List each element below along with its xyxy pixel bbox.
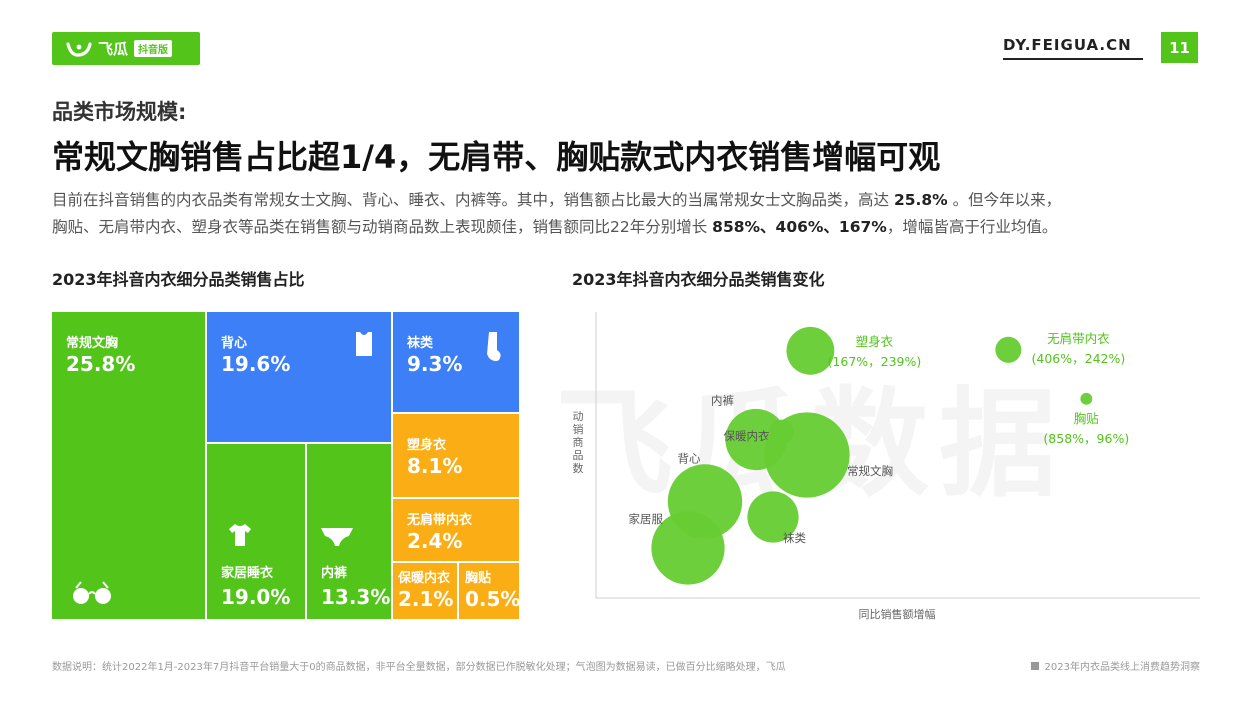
- treemap-cell-thermal: 保暖内衣 2.1%: [393, 563, 457, 619]
- brand-name: 飞瓜: [98, 40, 129, 58]
- footer-note: 数据说明：统计2022年1月-2023年7月抖音平台销量大于0的商品数据，非平台…: [52, 662, 786, 673]
- page-number: 11: [1161, 32, 1198, 63]
- bubble-常规文胸: [764, 412, 850, 498]
- bubble-塑身衣: [786, 326, 835, 375]
- vest-icon: [356, 332, 372, 356]
- cell-value: 19.6%: [221, 352, 291, 376]
- section-subtitle: 品类市场规模:: [52, 100, 187, 124]
- treemap-cell-socks: 袜类 9.3%: [393, 312, 519, 412]
- bubble-label: 内裤: [711, 394, 734, 408]
- bubble-value-label: (858%，96%): [1043, 431, 1129, 446]
- panties-icon: [321, 528, 353, 546]
- cell-value: 8.1%: [407, 454, 463, 478]
- page-title: 常规文胸销售占比超1/4，无肩带、胸贴款式内衣销售增幅可观: [52, 138, 941, 176]
- desc-text: 目前在抖音销售的内衣品类有常规女士文胸、背心、睡衣、内裤等。其中，销售额占比最大…: [52, 191, 894, 209]
- cell-label: 无肩带内衣: [407, 513, 473, 528]
- treemap-cell-shapewear: 塑身衣 8.1%: [393, 414, 519, 497]
- treemap-title: 2023年抖音内衣细分品类销售占比: [52, 270, 305, 289]
- bubble-家居服: [651, 511, 725, 585]
- cell-value: 2.4%: [407, 529, 463, 553]
- cell-value: 2.1%: [398, 587, 454, 611]
- bubble-label: 袜类: [783, 531, 806, 545]
- treemap-cell-pajamas: 家居睡衣 19.0%: [207, 444, 305, 619]
- footer-report: 2023年内衣品类线上消费趋势洞察: [1030, 658, 1200, 673]
- cell-label: 背心: [221, 336, 248, 351]
- cell-label: 保暖内衣: [398, 571, 451, 586]
- desc-text: ，增幅皆高于行业均值。: [886, 218, 1058, 236]
- bubble-label: 塑身衣: [856, 334, 894, 349]
- desc-text: 。但今年以来，: [947, 191, 1062, 209]
- cell-value: 0.5%: [465, 587, 521, 611]
- site-url[interactable]: DY.FEIGUA.CN: [1003, 36, 1143, 60]
- bubble-label: 背心: [678, 452, 701, 466]
- description: 目前在抖音销售的内衣品类有常规女士文胸、背心、睡衣、内裤等。其中，销售额占比最大…: [52, 187, 1202, 241]
- bubble-label: 家居服: [629, 512, 664, 526]
- melon-logo-icon: [66, 41, 92, 57]
- bubble-label: 常规文胸: [847, 464, 893, 478]
- cell-value: 19.0%: [221, 585, 291, 609]
- square-icon: [1030, 661, 1039, 670]
- cell-label: 胸贴: [465, 571, 492, 586]
- bubble-value-label: (167%，239%): [828, 354, 922, 369]
- bubble-label: 无肩带内衣: [1047, 331, 1110, 346]
- cell-label: 家居睡衣: [221, 566, 274, 581]
- sock-icon: [487, 332, 501, 362]
- cell-label: 内裤: [321, 566, 348, 581]
- bubble-label: 胸贴: [1074, 411, 1099, 426]
- treemap-cell-panties: 内裤 13.3%: [307, 444, 391, 619]
- bubble-袜类: [747, 491, 799, 543]
- cell-label: 常规文胸: [66, 336, 119, 351]
- cell-label: 袜类: [407, 336, 434, 351]
- bra-icon: [73, 581, 111, 604]
- bubble-胸贴: [1080, 392, 1093, 405]
- desc-highlight: 25.8%: [893, 191, 948, 209]
- footer-report-title: 2023年内衣品类线上消费趋势洞察: [1044, 662, 1200, 673]
- brand-badge: 抖音版: [134, 40, 173, 57]
- bubble-value-label: (406%，242%): [1032, 351, 1126, 366]
- desc-text: 胸贴、无肩带内衣、塑身衣等品类在销售额与动销商品数上表现颇佳，销售额同比22年分…: [52, 218, 713, 236]
- pajamas-icon: [229, 524, 251, 546]
- treemap-cell-nipple-cover: 胸贴 0.5%: [459, 563, 521, 619]
- x-axis-label: 同比销售额增幅: [859, 607, 936, 621]
- bubble-label: 保暖内衣: [724, 429, 770, 443]
- brand-logo[interactable]: 飞瓜 抖音版: [52, 32, 200, 65]
- cell-label: 塑身衣: [407, 438, 447, 453]
- desc-highlight: 858%、406%、167%: [712, 218, 887, 236]
- treemap-cell-bra: 常规文胸 25.8%: [52, 312, 205, 619]
- bubble-title: 2023年抖音内衣细分品类销售变化: [572, 270, 825, 289]
- treemap-cell-vest: 背心 19.6%: [207, 312, 391, 442]
- cell-value: 9.3%: [407, 352, 463, 376]
- cell-value: 13.3%: [321, 585, 391, 609]
- treemap-cell-strapless: 无肩带内衣 2.4%: [393, 499, 519, 561]
- cell-value: 25.8%: [66, 352, 136, 376]
- y-axis-label: 动销商品数: [573, 410, 584, 475]
- bubble-无肩带内衣: [995, 336, 1022, 363]
